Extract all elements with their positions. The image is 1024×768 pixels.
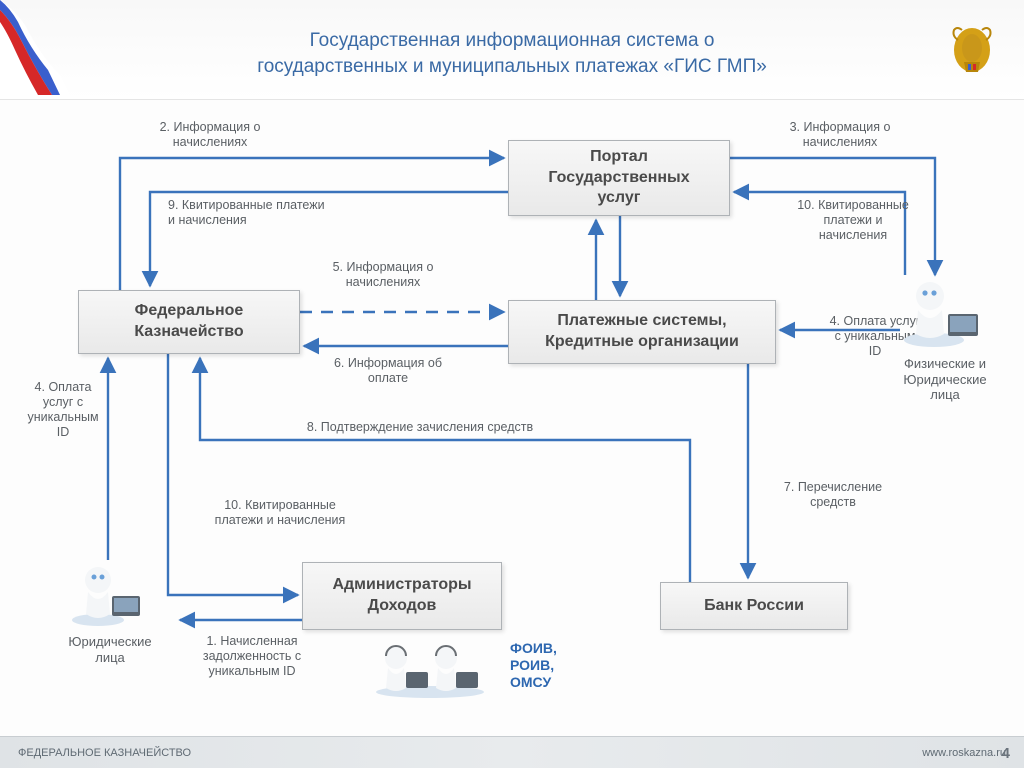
node-portal-label: Портал Государственных услуг [548, 147, 689, 209]
header: Государственная информационная система о… [0, 0, 1024, 100]
phys-person-label: Физические и Юридические лица [890, 356, 1000, 403]
edge-label-4a: 4. Оплата услуг с уникальным ID [18, 380, 108, 440]
footer: ФЕДЕРАЛЬНОЕ КАЗНАЧЕЙСТВО www.roskazna.ru [0, 736, 1024, 768]
edge-label-6: 6. Информация об оплате [308, 356, 468, 386]
node-treasury-label: Федеральное Казначейство [134, 301, 243, 343]
edge-label-8: 8. Подтверждение зачисления средств [260, 420, 580, 435]
node-bank-label: Банк России [704, 596, 804, 617]
edge-label-5: 5. Информация о начислениях [308, 260, 458, 290]
operators-icon [370, 640, 490, 705]
russian-flag-icon [0, 0, 70, 95]
title-line-1: Государственная информационная система о [310, 30, 715, 51]
edge-label-7: 7. Перечисление средств [768, 480, 898, 510]
node-payment-label: Платежные системы, Кредитные организации [545, 311, 739, 353]
footer-left: ФЕДЕРАЛЬНОЕ КАЗНАЧЕЙСТВО [18, 747, 191, 759]
flowchart: Портал Государственных услуг Федеральное… [0, 100, 1024, 736]
emblem-icon [942, 18, 1002, 78]
title-line-2: государственных и муниципальных платежах… [257, 56, 767, 77]
page-title: Государственная информационная система о… [0, 0, 1024, 79]
legal-person-label: Юридические лица [60, 634, 160, 665]
node-treasury: Федеральное Казначейство [78, 290, 300, 354]
phys-person-icon [900, 276, 986, 355]
edge-label-10b: 10. Квитированные платежи и начисления [190, 498, 370, 528]
node-admins-label: Администраторы Доходов [332, 575, 471, 617]
edge-label-2: 2. Информация о начислениях [140, 120, 280, 150]
edge-label-10a: 10. Квитированные платежи и начисления [778, 198, 928, 243]
node-portal: Портал Государственных услуг [508, 140, 730, 216]
footer-right: www.roskazna.ru [922, 747, 1006, 759]
page-number: 4 [1002, 745, 1010, 762]
legal-person-icon [70, 560, 150, 635]
node-admins: Администраторы Доходов [302, 562, 502, 630]
edge-label-9: 9. Квитированные платежи и начисления [168, 198, 378, 228]
ext-label: ФОИВ, РОИВ, ОМСУ [510, 640, 557, 690]
node-bank: Банк России [660, 582, 848, 630]
edge-label-3: 3. Информация о начислениях [770, 120, 910, 150]
node-payment: Платежные системы, Кредитные организации [508, 300, 776, 364]
edge-label-1: 1. Начисленная задолженность с уникальны… [182, 634, 322, 679]
